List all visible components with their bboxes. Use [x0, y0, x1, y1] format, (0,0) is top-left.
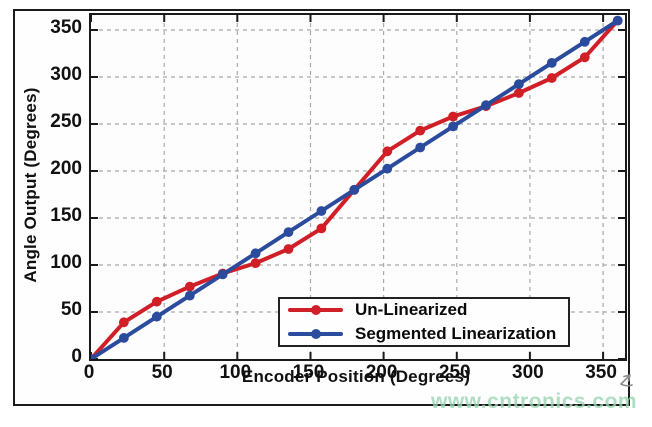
data-point	[119, 317, 129, 328]
legend-item-unlinearized: Un-Linearized	[288, 299, 568, 321]
cursor-arrow-icon	[620, 374, 633, 387]
data-point	[119, 333, 129, 343]
blue-line-marker-icon	[288, 332, 343, 336]
x-tick-label: 100	[219, 362, 252, 383]
data-point	[184, 290, 195, 301]
data-point	[382, 163, 393, 174]
x-tick-label: 200	[365, 362, 398, 383]
data-point	[151, 296, 162, 307]
legend-label: Un-Linearized	[355, 300, 468, 319]
y-tick-label: 50	[60, 299, 82, 320]
x-tick-label: 300	[512, 362, 544, 383]
data-point	[151, 311, 162, 322]
data-point	[250, 258, 261, 269]
data-point	[579, 36, 590, 47]
data-point	[546, 73, 557, 83]
x-axis-title: Encoder Position (Degrees)	[241, 367, 471, 386]
y-axis-title: Angle Output (Degrees)	[21, 87, 40, 283]
x-tick-label: 50	[151, 362, 173, 383]
data-point	[514, 79, 524, 89]
y-tick-label: 100	[50, 252, 82, 273]
data-point	[250, 248, 261, 259]
data-point	[184, 281, 195, 292]
data-point	[612, 15, 623, 26]
y-tick-label: 0	[71, 346, 82, 367]
data-point	[514, 88, 524, 98]
y-tick-label: 300	[50, 64, 82, 86]
y-tick-label: 250	[50, 111, 82, 133]
x-tick-label: 0	[83, 362, 95, 383]
legend: Un-Linearized Segmented Linearization	[278, 297, 570, 347]
y-tick-label: 200	[50, 158, 82, 180]
data-point	[217, 269, 228, 280]
data-point	[481, 100, 491, 111]
y-tick-label: 150	[50, 205, 82, 227]
data-point	[415, 142, 426, 153]
data-point	[283, 227, 294, 238]
data-point	[448, 111, 459, 122]
data-point	[316, 206, 327, 216]
data-point	[382, 146, 393, 157]
data-point	[415, 125, 426, 136]
legend-item-segmented: Segmented Linearization	[288, 323, 568, 345]
data-point	[579, 52, 590, 63]
x-tick-label: 350	[585, 362, 617, 383]
legend-label: Segmented Linearization	[355, 324, 557, 343]
data-point	[448, 121, 459, 132]
watermark-text: www.cntronics.com	[431, 390, 638, 413]
x-tick-label: 250	[438, 362, 471, 383]
y-tick-label: 350	[50, 17, 82, 39]
x-tick-label: 150	[292, 362, 325, 383]
data-point	[546, 58, 557, 68]
data-point	[349, 184, 360, 195]
red-line-marker-icon	[288, 308, 343, 312]
data-point	[91, 354, 96, 359]
data-point	[283, 244, 294, 254]
data-point	[316, 223, 327, 234]
